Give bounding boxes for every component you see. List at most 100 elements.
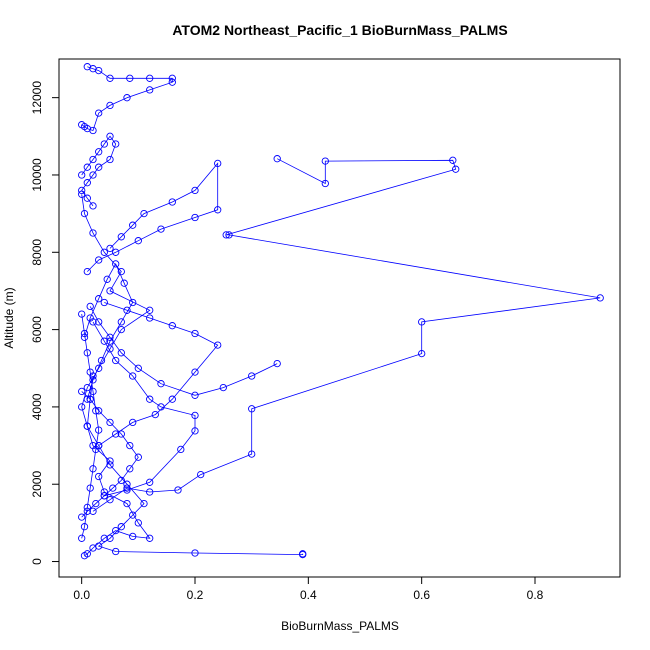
x-axis-label: BioBurnMass_PALMS bbox=[281, 619, 399, 633]
data-point bbox=[151, 410, 159, 419]
x-tick-label: 0.4 bbox=[300, 588, 317, 602]
data-point bbox=[126, 465, 134, 473]
data-point bbox=[222, 231, 230, 239]
data-point bbox=[106, 337, 114, 345]
data-point bbox=[86, 395, 94, 403]
data-point bbox=[106, 461, 114, 469]
data-point bbox=[168, 78, 176, 86]
data-point bbox=[146, 86, 154, 94]
data-point bbox=[92, 445, 100, 454]
y-axis: 0 2000 4000 6000 8000 10000 12000 bbox=[30, 81, 60, 565]
data-point bbox=[117, 318, 125, 326]
data-point bbox=[83, 267, 91, 276]
data-point bbox=[129, 511, 137, 519]
data-point bbox=[97, 356, 106, 365]
data-point bbox=[112, 248, 120, 256]
plot-frame bbox=[58, 58, 621, 578]
x-tick-label: 0.6 bbox=[413, 588, 430, 602]
data-point bbox=[449, 156, 457, 164]
data-point bbox=[134, 237, 142, 245]
data-point bbox=[100, 337, 108, 345]
data-point bbox=[106, 287, 114, 295]
y-tick-label: 12000 bbox=[30, 81, 44, 115]
data-point bbox=[117, 267, 125, 276]
data-point bbox=[168, 198, 176, 206]
data-point bbox=[95, 256, 103, 264]
series-line bbox=[87, 162, 219, 272]
data-point bbox=[78, 186, 86, 195]
data-point bbox=[89, 202, 97, 210]
data-point bbox=[89, 507, 97, 515]
data-point bbox=[89, 376, 97, 384]
plot-area bbox=[78, 63, 604, 560]
data-point bbox=[129, 298, 137, 307]
series-line bbox=[89, 306, 278, 396]
y-tick-label: 2000 bbox=[30, 471, 44, 498]
data-point bbox=[112, 260, 120, 268]
x-tick-label: 0.0 bbox=[73, 588, 90, 602]
y-tick-label: 0 bbox=[30, 558, 44, 565]
data-point bbox=[95, 163, 103, 171]
data-point bbox=[117, 325, 125, 334]
data-point bbox=[106, 155, 114, 164]
y-axis-label: Altitude (m) bbox=[2, 287, 16, 348]
data-point bbox=[321, 157, 329, 165]
data-point bbox=[112, 526, 120, 535]
data-point bbox=[89, 155, 97, 164]
data-point bbox=[452, 165, 460, 173]
data-point bbox=[112, 140, 120, 148]
series-line bbox=[92, 321, 196, 497]
data-point bbox=[146, 314, 154, 322]
chart-title: ATOM2 Northeast_Pacific_1 BioBurnMass_PA… bbox=[172, 22, 507, 38]
data-point bbox=[157, 380, 165, 388]
data-point bbox=[80, 523, 89, 531]
data-point bbox=[134, 453, 142, 461]
data-point bbox=[214, 341, 222, 349]
data-point bbox=[106, 132, 114, 140]
series-line bbox=[81, 135, 117, 207]
data-point bbox=[214, 206, 222, 214]
data-point bbox=[134, 519, 142, 527]
data-point bbox=[299, 550, 307, 559]
series-line bbox=[81, 391, 139, 518]
series-line bbox=[81, 314, 100, 539]
data-point bbox=[126, 441, 134, 450]
data-point bbox=[596, 294, 604, 302]
data-point bbox=[174, 486, 182, 494]
x-axis: 0.0 0.2 0.4 0.6 0.8 bbox=[73, 576, 544, 602]
data-point bbox=[191, 549, 199, 557]
data-point bbox=[418, 318, 426, 326]
data-point bbox=[95, 426, 103, 434]
data-point bbox=[191, 213, 199, 222]
data-point bbox=[95, 148, 103, 156]
data-point bbox=[83, 179, 91, 187]
x-tick-label: 0.2 bbox=[187, 588, 204, 602]
data-point bbox=[117, 430, 125, 438]
y-tick-label: 8000 bbox=[30, 239, 44, 266]
data-point bbox=[248, 450, 256, 458]
data-point bbox=[146, 306, 154, 314]
data-point bbox=[146, 534, 154, 542]
data-point bbox=[225, 231, 233, 239]
data-point bbox=[418, 349, 426, 358]
data-point bbox=[83, 63, 91, 71]
data-point bbox=[146, 395, 154, 403]
data-point bbox=[123, 480, 131, 488]
data-point bbox=[100, 248, 108, 256]
data-point bbox=[89, 229, 97, 237]
data-point bbox=[117, 476, 125, 485]
data-point bbox=[106, 74, 114, 82]
data-point bbox=[123, 484, 131, 492]
data-point bbox=[80, 209, 89, 218]
data-point bbox=[83, 422, 91, 430]
data-point bbox=[89, 387, 97, 396]
data-point bbox=[89, 465, 97, 473]
data-point bbox=[83, 349, 91, 357]
data-point bbox=[248, 405, 256, 413]
data-point bbox=[191, 329, 199, 338]
data-point bbox=[83, 503, 91, 512]
data-point bbox=[168, 322, 176, 330]
data-point bbox=[117, 523, 125, 531]
data-point bbox=[129, 418, 137, 427]
data-point bbox=[123, 306, 131, 314]
